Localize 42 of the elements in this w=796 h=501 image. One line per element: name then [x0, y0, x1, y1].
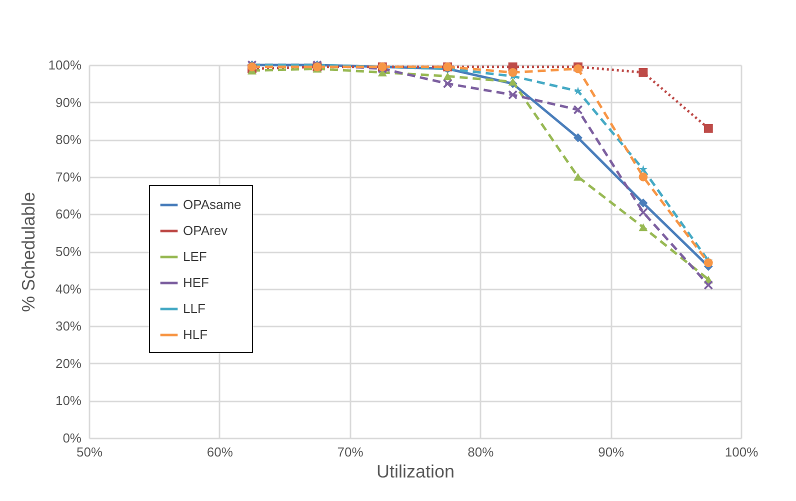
x-tick-label: 80% [468, 444, 494, 460]
y-tick-label: 0% [62, 430, 82, 446]
point [443, 72, 452, 80]
point [704, 124, 713, 133]
point [638, 198, 648, 208]
y-axis-title: % Schedulable [18, 192, 38, 312]
y-tick-label: 80% [55, 132, 82, 148]
y-tick-label: 30% [55, 318, 82, 334]
y-tick-label: 10% [55, 393, 82, 408]
legend-label: LLF [183, 301, 206, 316]
point [704, 280, 713, 290]
point [574, 86, 582, 95]
point [508, 68, 518, 77]
point [443, 79, 452, 88]
point [638, 68, 648, 77]
point [508, 78, 518, 86]
legend-label: LEF [183, 249, 207, 264]
point [574, 173, 582, 181]
x-tick-label: 50% [76, 444, 103, 460]
y-tick-label: 70% [55, 169, 82, 184]
y-tick-label: 100% [48, 58, 82, 72]
y-tick-label: 40% [55, 281, 82, 296]
legend-label: HEF [183, 275, 210, 290]
x-tick-label: 70% [337, 444, 364, 460]
point [638, 164, 648, 174]
legend-label: OPArev [183, 223, 228, 238]
x-axis-title: Utilization [376, 462, 455, 482]
point [638, 208, 648, 217]
legend-label: HLF [183, 327, 208, 342]
point [574, 133, 582, 142]
point [638, 172, 648, 182]
point [638, 223, 648, 232]
x-tick-label: 60% [206, 444, 234, 460]
x-tick-label: 90% [598, 444, 625, 460]
y-tick-label: 20% [55, 356, 82, 371]
y-tick-label: 50% [55, 244, 82, 259]
legend-label: OPAsame [183, 197, 242, 212]
point [574, 105, 582, 114]
y-tick-label: 60% [55, 206, 82, 222]
x-tick-label: 100% [724, 444, 759, 460]
y-tick-label: 90% [55, 94, 82, 110]
point [508, 90, 518, 100]
